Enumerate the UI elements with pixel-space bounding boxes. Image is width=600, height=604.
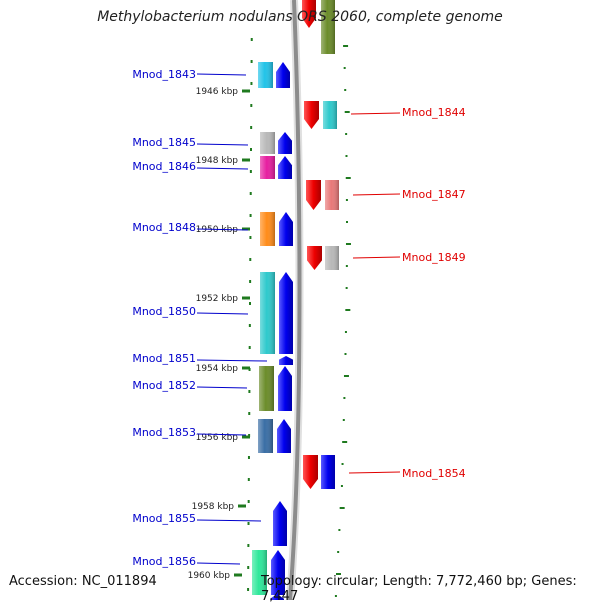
reverse-gene-arrow [278, 156, 292, 179]
reverse-gene-arrow [279, 212, 293, 246]
gene-label-mnod_1853: Mnod_1853 [132, 426, 196, 439]
forward-gene-arrow [303, 455, 318, 489]
reverse-gene-arrow [279, 356, 293, 365]
gene-label-mnod_1843-leader [196, 73, 247, 76]
tick-label: 1948 kbp [196, 156, 239, 166]
gene-label-mnod_1851: Mnod_1851 [132, 352, 196, 365]
reverse-gene-arrow [277, 419, 291, 453]
gene-label-mnod_1846: Mnod_1846 [132, 160, 196, 173]
gene-box-mnod_1850-shade [260, 272, 275, 354]
gene-box-mnod_1854 [321, 455, 335, 489]
tick-label: 1950 kbp [196, 225, 239, 235]
forward-gene-arrow [307, 246, 322, 270]
tick-label: 1946 kbp [196, 87, 239, 97]
gene-label-mnod_1853-leader [196, 433, 247, 436]
reverse-gene-arrow-bottom [270, 594, 284, 600]
gene-label-mnod_1847-leader [352, 193, 401, 196]
reverse-gene-arrow [276, 62, 290, 88]
reverse-gene-arrow [271, 550, 285, 595]
gene-label-mnod_1851-leader [196, 359, 268, 362]
tick-label: 1952 kbp [196, 294, 239, 304]
tick-label: 1958 kbp [192, 502, 235, 512]
gene-box-mnod_1852-shade [259, 366, 274, 411]
gene-label-mnod_1849-leader [352, 256, 401, 259]
gene-label-mnod_1854-leader [348, 471, 401, 474]
gene-box-mnod_1844-shade [323, 101, 337, 129]
gene-label-mnod_1856-leader [196, 562, 241, 565]
gene-box-mnod_1853-shade [258, 419, 273, 453]
gene-label-mnod_1856: Mnod_1856 [132, 555, 196, 568]
tick-marks: 1946 kbp 1948 kbp 1950 kbp 1952 kbp 1954 kbp… [188, 38, 351, 597]
gene-box-mnod_1845-shade [260, 132, 275, 154]
gene-label-mnod_1850: Mnod_1850 [132, 305, 196, 318]
reverse-gene-arrow [278, 366, 292, 411]
forward-gene-arrow [306, 180, 321, 210]
accession-label: Accession: NC_011894 [9, 574, 157, 589]
gene-box-mnod_1849-shade [325, 246, 339, 270]
gene-label-mnod_1855: Mnod_1855 [132, 512, 196, 525]
gene-label-mnod_1844: Mnod_1844 [402, 106, 466, 119]
tick-label: 1954 kbp [196, 364, 239, 374]
gene-label-mnod_1846-leader [196, 167, 249, 170]
gene-label-mnod_1855-leader [196, 519, 262, 522]
gene-box-mnod_1846-shade [260, 156, 275, 179]
gene-label-mnod_1847: Mnod_1847 [402, 188, 466, 201]
gene-label-mnod_1850-leader [196, 312, 249, 315]
gene-labels: Mnod_1843 Mnod_1845 Mnod_1846 Mnod_1848 Mnod… [132, 68, 465, 568]
gene-label-mnod_1848: Mnod_1848 [132, 221, 196, 234]
tick-label: 1956 kbp [196, 433, 239, 443]
gene-box-mnod_1856-shade [252, 550, 267, 595]
gene-box-top-shade [321, 0, 335, 54]
gene-label-mnod_1854: Mnod_1854 [402, 467, 466, 480]
genome-backbone-line [288, 0, 302, 600]
gene-features [252, 0, 339, 600]
gene-box-mnod_1843-shade [258, 62, 273, 88]
gene-box-mnod_1848-shade [260, 212, 275, 246]
gene-label-mnod_1844-leader [350, 112, 401, 115]
gene-label-mnod_1852: Mnod_1852 [132, 379, 196, 392]
gene-label-mnod_1848-leader [196, 228, 249, 231]
reverse-gene-arrow [278, 132, 292, 154]
reverse-gene-arrow [273, 501, 287, 546]
forward-gene-arrow [304, 101, 319, 129]
reverse-gene-arrow [279, 272, 293, 354]
tick-label: 1960 kbp [188, 571, 231, 581]
gene-label-mnod_1849: Mnod_1849 [402, 251, 466, 264]
forward-gene-arrow-top [302, 0, 316, 28]
map-title: Methylobacterium nodulans ORS 2060, comp… [97, 9, 503, 25]
gene-label-mnod_1845: Mnod_1845 [132, 136, 196, 149]
gene-label-mnod_1845-leader [196, 143, 249, 146]
gene-label-mnod_1852-leader [196, 386, 248, 389]
gene-label-mnod_1843: Mnod_1843 [132, 68, 196, 81]
gene-box-mnod_1847-shade [325, 180, 339, 210]
